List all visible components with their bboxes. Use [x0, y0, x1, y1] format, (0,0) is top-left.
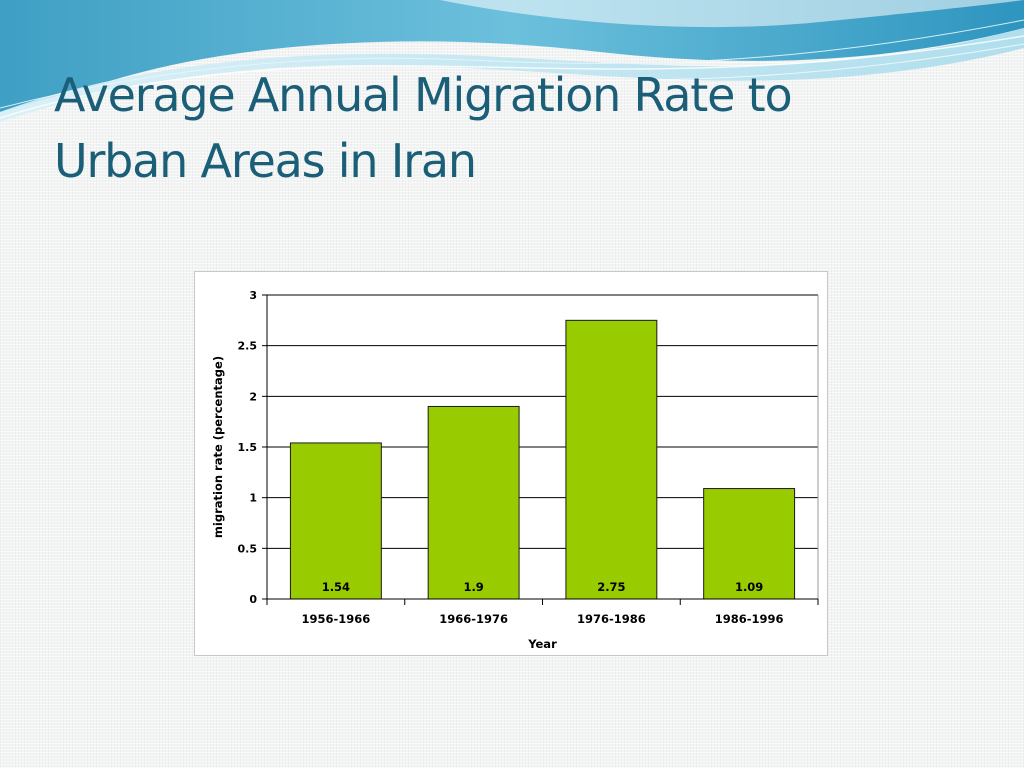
y-tick-label: 2 [249, 390, 257, 403]
slide-title-line-1: Average Annual Migration Rate to [54, 68, 793, 122]
y-tick-label: 0.5 [238, 542, 258, 555]
chart-frame: 0 0.5 1 1.5 2 2.5 3 1.54 1956-1966 1.9 1966-1976 2.… [194, 271, 828, 656]
header-wave-decoration [0, 0, 1024, 122]
bar-value-label: 2.75 [597, 580, 625, 594]
bar-value-label: 1.54 [322, 580, 350, 594]
bar-value-label: 1.09 [735, 580, 763, 594]
x-axis-title: Year [527, 637, 557, 651]
y-tick-label: 2.5 [238, 340, 258, 353]
slide-title-line-2: Urban Areas in Iran [54, 134, 477, 188]
bar-chart: 0 0.5 1 1.5 2 2.5 3 1.54 1956-1966 1.9 1966-1976 2.… [211, 289, 819, 651]
y-tick-label: 3 [249, 289, 257, 302]
bar [703, 488, 796, 600]
x-tick-label: 1976-1986 [577, 612, 646, 626]
x-tick-label: 1956-1966 [301, 612, 370, 626]
x-tick-label: 1966-1976 [439, 612, 508, 626]
bar-value-label: 1.9 [463, 580, 483, 594]
axes [262, 294, 819, 605]
labels: 0 0.5 1 1.5 2 2.5 3 1.54 1956-1966 1.9 1966-1976 2.… [238, 289, 784, 626]
y-tick-label: 1 [249, 492, 257, 505]
y-tick-label: 1.5 [238, 441, 258, 454]
y-tick-label: 0 [249, 593, 257, 606]
y-axis-title: migration rate (percentage) [211, 356, 225, 538]
slide-title: Average Annual Migration Rate to Urban A… [54, 62, 984, 194]
bar [427, 405, 520, 600]
bar [289, 442, 382, 600]
x-tick-label: 1986-1996 [715, 612, 784, 626]
bars [289, 319, 796, 600]
bar [565, 319, 658, 600]
